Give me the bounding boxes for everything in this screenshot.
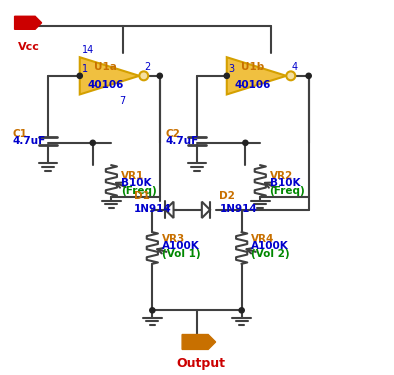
- Circle shape: [224, 73, 229, 78]
- Text: B10K: B10K: [121, 178, 151, 188]
- Text: C2: C2: [165, 129, 180, 138]
- Text: U1b: U1b: [241, 62, 264, 72]
- Polygon shape: [80, 57, 139, 94]
- Polygon shape: [15, 16, 42, 29]
- Text: 7: 7: [119, 96, 125, 106]
- Text: D2: D2: [219, 190, 235, 201]
- Text: 4: 4: [292, 62, 298, 72]
- Circle shape: [90, 140, 95, 146]
- Text: B10K: B10K: [269, 178, 300, 188]
- Text: VR2: VR2: [269, 171, 293, 181]
- Polygon shape: [165, 202, 173, 218]
- Circle shape: [239, 308, 244, 313]
- Circle shape: [139, 71, 148, 80]
- Text: 3: 3: [229, 64, 235, 74]
- Text: Output: Output: [176, 357, 225, 370]
- Text: D1: D1: [134, 190, 150, 201]
- Text: VR4: VR4: [251, 234, 274, 244]
- Text: 4.7uF: 4.7uF: [165, 136, 199, 146]
- Text: (Vol 2): (Vol 2): [251, 249, 290, 259]
- Text: (Freq): (Freq): [269, 186, 305, 196]
- Text: (Vol 1): (Vol 1): [162, 249, 200, 259]
- Text: VR3: VR3: [162, 234, 185, 244]
- Polygon shape: [182, 334, 216, 350]
- Circle shape: [243, 140, 248, 146]
- Circle shape: [306, 73, 311, 78]
- Circle shape: [286, 71, 295, 80]
- Text: VR1: VR1: [121, 171, 144, 181]
- Text: U1a: U1a: [95, 62, 117, 72]
- Text: 1: 1: [82, 64, 88, 74]
- Circle shape: [77, 73, 82, 78]
- Circle shape: [150, 308, 155, 313]
- Text: Vcc: Vcc: [19, 42, 40, 52]
- Polygon shape: [202, 202, 210, 218]
- Text: A100K: A100K: [162, 242, 199, 252]
- Text: 14: 14: [82, 45, 95, 55]
- Text: 4.7uF: 4.7uF: [13, 136, 46, 146]
- Circle shape: [157, 73, 162, 78]
- Text: (Freq): (Freq): [121, 186, 156, 196]
- Polygon shape: [227, 57, 286, 94]
- Text: 2: 2: [145, 62, 151, 72]
- Text: C1: C1: [13, 129, 28, 138]
- Text: 40106: 40106: [235, 80, 271, 90]
- Text: A100K: A100K: [251, 242, 289, 252]
- Text: 1N914: 1N914: [219, 204, 257, 214]
- Text: 1N914: 1N914: [134, 204, 171, 214]
- Text: 40106: 40106: [87, 80, 124, 90]
